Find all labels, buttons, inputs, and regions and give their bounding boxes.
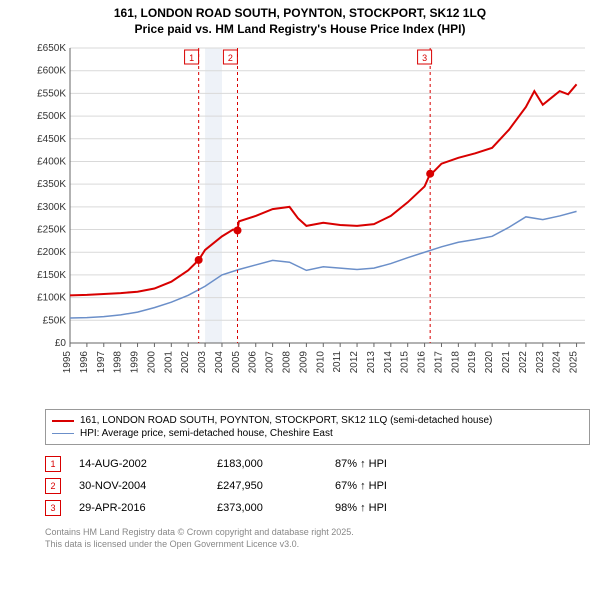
sales-row: 3 29-APR-2016 £373,000 98% ↑ HPI: [45, 497, 590, 519]
svg-text:£400K: £400K: [37, 157, 66, 168]
svg-text:2002: 2002: [180, 351, 191, 374]
svg-text:2001: 2001: [163, 351, 174, 374]
svg-text:2004: 2004: [214, 351, 225, 374]
sales-date: 30-NOV-2004: [79, 480, 199, 492]
chart-container: 161, LONDON ROAD SOUTH, POYNTON, STOCKPO…: [0, 0, 600, 551]
svg-text:£200K: £200K: [37, 247, 66, 258]
svg-text:2: 2: [228, 53, 233, 63]
svg-text:2017: 2017: [433, 351, 444, 374]
sales-marker: 1: [45, 456, 61, 472]
svg-text:2007: 2007: [265, 351, 276, 374]
svg-text:1996: 1996: [79, 351, 90, 374]
svg-text:2011: 2011: [332, 351, 343, 373]
svg-text:2014: 2014: [383, 351, 394, 374]
legend-item: HPI: Average price, semi-detached house,…: [52, 427, 583, 440]
sales-price: £183,000: [217, 458, 317, 470]
title-line-1: 161, LONDON ROAD SOUTH, POYNTON, STOCKPO…: [4, 6, 596, 22]
sales-pct: 87% ↑ HPI: [335, 458, 425, 470]
sales-pct: 67% ↑ HPI: [335, 480, 425, 492]
svg-text:£100K: £100K: [37, 293, 66, 304]
svg-text:2022: 2022: [518, 351, 529, 374]
sales-date: 14-AUG-2002: [79, 458, 199, 470]
attribution-line-1: Contains HM Land Registry data © Crown c…: [45, 527, 590, 539]
svg-text:1995: 1995: [62, 351, 73, 374]
legend-swatch: [52, 420, 74, 422]
sales-date: 29-APR-2016: [79, 502, 199, 514]
sales-marker: 2: [45, 478, 61, 494]
svg-text:2010: 2010: [315, 351, 326, 374]
svg-text:2020: 2020: [484, 351, 495, 374]
attribution: Contains HM Land Registry data © Crown c…: [45, 527, 590, 550]
svg-text:2023: 2023: [535, 351, 546, 374]
legend-swatch: [52, 433, 74, 435]
svg-text:£600K: £600K: [37, 66, 66, 77]
title-line-2: Price paid vs. HM Land Registry's House …: [4, 22, 596, 38]
svg-text:2006: 2006: [248, 351, 259, 374]
svg-text:3: 3: [422, 53, 427, 63]
sales-row: 2 30-NOV-2004 £247,950 67% ↑ HPI: [45, 475, 590, 497]
svg-text:2003: 2003: [197, 351, 208, 374]
chart-area: £0 £50K £100K £150K £200K £250K £300K £350K £400…: [30, 43, 590, 403]
sales-row: 1 14-AUG-2002 £183,000 87% ↑ HPI: [45, 453, 590, 475]
svg-text:2000: 2000: [146, 351, 157, 374]
svg-text:1997: 1997: [96, 351, 107, 374]
svg-text:£450K: £450K: [37, 134, 66, 145]
svg-text:£50K: £50K: [43, 315, 67, 326]
legend-item: 161, LONDON ROAD SOUTH, POYNTON, STOCKPO…: [52, 414, 583, 427]
svg-text:£250K: £250K: [37, 225, 66, 236]
svg-text:2025: 2025: [569, 351, 580, 374]
legend: 161, LONDON ROAD SOUTH, POYNTON, STOCKPO…: [45, 409, 590, 445]
svg-text:£500K: £500K: [37, 111, 66, 122]
legend-label: 161, LONDON ROAD SOUTH, POYNTON, STOCKPO…: [80, 415, 492, 426]
svg-text:2009: 2009: [298, 351, 309, 374]
svg-text:2013: 2013: [366, 351, 377, 374]
svg-text:£0: £0: [55, 338, 67, 349]
svg-text:2018: 2018: [450, 351, 461, 374]
svg-text:£650K: £650K: [37, 43, 66, 54]
svg-text:2012: 2012: [349, 351, 360, 374]
svg-text:£550K: £550K: [37, 89, 66, 100]
legend-label: HPI: Average price, semi-detached house,…: [80, 428, 333, 439]
svg-text:£150K: £150K: [37, 270, 66, 281]
svg-text:2015: 2015: [400, 351, 411, 374]
svg-text:2005: 2005: [231, 351, 242, 374]
sales-pct: 98% ↑ HPI: [335, 502, 425, 514]
svg-text:2024: 2024: [552, 351, 563, 374]
line-chart-svg: £0 £50K £100K £150K £200K £250K £300K £350K £400…: [30, 43, 590, 403]
svg-text:2008: 2008: [282, 351, 293, 374]
svg-text:1998: 1998: [113, 351, 124, 374]
sales-table: 1 14-AUG-2002 £183,000 87% ↑ HPI 2 30-NOV-200…: [45, 453, 590, 519]
svg-text:£300K: £300K: [37, 202, 66, 213]
sales-price: £247,950: [217, 480, 317, 492]
chart-title: 161, LONDON ROAD SOUTH, POYNTON, STOCKPO…: [0, 0, 600, 39]
svg-text:1999: 1999: [130, 351, 141, 374]
svg-text:2016: 2016: [417, 351, 428, 374]
svg-text:1: 1: [189, 53, 194, 63]
svg-text:£350K: £350K: [37, 179, 66, 190]
svg-text:2019: 2019: [467, 351, 478, 374]
attribution-line-2: This data is licensed under the Open Gov…: [45, 539, 590, 551]
sales-marker: 3: [45, 500, 61, 516]
sales-price: £373,000: [217, 502, 317, 514]
series-hpi: [70, 212, 577, 319]
svg-text:2021: 2021: [501, 351, 512, 374]
